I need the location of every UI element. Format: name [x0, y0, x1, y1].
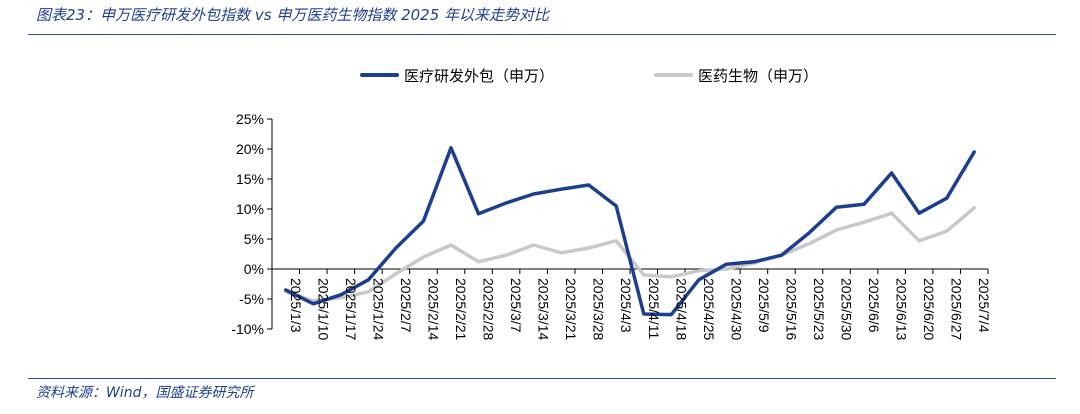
x-tick-label: 2025/7/4	[976, 278, 992, 333]
top-rule	[28, 34, 1056, 35]
chart-legend: 医疗研发外包（申万） 医药生物（申万）	[360, 67, 818, 85]
x-tick-label: 2025/6/20	[921, 278, 937, 340]
bottom-rule	[28, 378, 1056, 379]
x-tick-label: 2025/5/30	[839, 278, 855, 340]
x-tick-label: 2025/3/21	[563, 278, 579, 340]
y-tick-label: 5%	[244, 231, 264, 247]
y-tick-label: -10%	[231, 321, 264, 337]
x-tick-label: 2025/6/27	[949, 278, 965, 340]
legend-label-2: 医药生物（申万）	[698, 67, 818, 85]
x-tick-label: 2025/5/23	[811, 278, 827, 340]
x-tick-label: 2025/3/14	[536, 278, 552, 340]
x-tick-label: 2025/2/7	[398, 278, 414, 333]
x-tick-label: 2025/1/3	[288, 278, 304, 333]
y-tick-label: 15%	[236, 171, 264, 187]
y-tick-label: -5%	[239, 291, 264, 307]
x-tick-label: 2025/2/14	[425, 278, 441, 340]
source-note: 资料来源：Wind，国盛证券研究所	[36, 385, 254, 401]
x-tick-label: 2025/6/13	[894, 278, 910, 340]
x-tick-label: 2025/5/16	[783, 278, 799, 340]
x-tick-label: 2025/4/3	[618, 278, 634, 333]
x-tick-label: 2025/5/9	[756, 278, 772, 333]
x-tick-label: 2025/4/25	[701, 278, 717, 340]
chart-axes: -10% -5% 0% 5% 10% 15% 20% 25%	[231, 111, 989, 337]
y-tick-label: 0%	[244, 261, 264, 277]
figure-title: 图表23：申万医疗研发外包指数 vs 申万医药生物指数 2025 年以来走势对比	[36, 6, 550, 24]
legend-label-1: 医疗研发外包（申万）	[404, 67, 554, 85]
x-tick-label: 2025/4/11	[646, 278, 662, 339]
x-tick-label: 2025/4/30	[728, 278, 744, 340]
series-line-1	[284, 146, 976, 317]
x-tick-label: 2025/4/18	[673, 278, 689, 340]
x-tick-label: 2025/6/6	[866, 278, 882, 333]
chart-series	[284, 146, 976, 317]
x-tick-label: 2025/3/7	[508, 278, 524, 333]
x-tick-label: 2025/1/10	[315, 278, 331, 340]
x-tick-label: 2025/1/24	[370, 278, 386, 340]
y-tick-label: 25%	[236, 111, 264, 127]
x-tick-label: 2025/1/17	[343, 278, 359, 340]
y-tick-label: 10%	[236, 201, 264, 217]
x-tick-label: 2025/2/21	[453, 278, 469, 340]
x-tick-label: 2025/2/28	[481, 278, 497, 340]
y-tick-label: 20%	[236, 141, 264, 157]
x-tick-label: 2025/3/28	[591, 278, 607, 340]
x-tick-labels: 2025/1/3 2025/1/10 2025/1/17 2025/1/24 2025/…	[288, 278, 992, 340]
